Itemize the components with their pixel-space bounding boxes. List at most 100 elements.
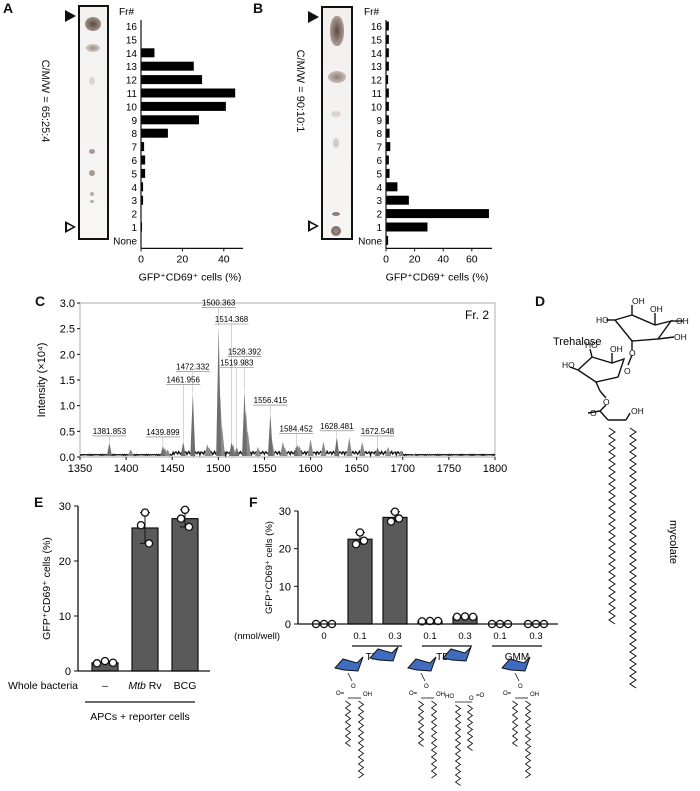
x-tick: 1450 <box>160 463 184 475</box>
svg-text:HO: HO <box>562 360 575 370</box>
category-label: 12 <box>371 76 383 87</box>
origin-arrow-inner <box>310 223 316 229</box>
x-axis-label: GFP⁺CD69⁺ cells (%) <box>386 271 489 282</box>
y-tick: 1.5 <box>60 375 75 387</box>
data-point <box>359 536 369 546</box>
bar <box>386 235 389 245</box>
tlc-band <box>328 71 346 83</box>
peak-label: 1381.853 <box>93 427 127 436</box>
x-tick: 0 <box>138 253 144 265</box>
dose-value: 0.3 <box>388 631 401 642</box>
bar <box>386 195 409 205</box>
x-tick: 1800 <box>483 463 507 475</box>
solvent-label-a: C/M/W = 65:25:4 <box>39 59 51 143</box>
svg-text:O: O <box>629 348 636 358</box>
category-label: 15 <box>126 35 138 46</box>
category-label: 11 <box>372 89 383 100</box>
lipid-chain <box>511 700 519 747</box>
bar <box>141 75 203 85</box>
category-label: 10 <box>371 102 383 113</box>
tlc-band <box>89 149 95 154</box>
data-point <box>176 514 186 523</box>
category-label: 14 <box>371 49 383 60</box>
x-axis-label: GFP⁺CD69⁺ cells (%) <box>139 271 242 282</box>
category-label: 5 <box>376 169 382 180</box>
tlc-band <box>86 44 100 52</box>
spectrum-peak <box>216 326 222 456</box>
y-tick: 3.0 <box>60 298 75 310</box>
chart-f: 0 10 20 30 GFP⁺CD69⁺ cells (%) (nmol/well) 0 0.… <box>234 506 558 786</box>
x-tick: 1750 <box>437 463 461 475</box>
bar <box>386 34 389 44</box>
bar <box>141 88 236 98</box>
svg-text:OH: OH <box>674 332 687 342</box>
dose-value: 0.1 <box>353 631 366 642</box>
svg-text:HO: HO <box>445 694 454 700</box>
tlc-band <box>331 111 341 117</box>
spectrum-peak <box>425 454 432 456</box>
bar <box>386 209 489 219</box>
spectrum-peak <box>281 446 288 456</box>
bar <box>386 88 389 98</box>
y-axis-label: GFP⁺CD69⁺ cells (%) <box>264 521 275 614</box>
svg-text:OH: OH <box>530 692 539 698</box>
y-tick: 2.0 <box>60 349 75 361</box>
category-header: Fr# <box>364 7 379 18</box>
peak-label: 1461.956 <box>167 376 201 385</box>
row-label: Whole bacteria <box>8 680 78 692</box>
spectrum-peak <box>160 445 166 456</box>
y-tick: 20 <box>279 544 291 556</box>
group-label: APCs + reporter cells <box>90 711 190 723</box>
spectrum-peak <box>234 446 240 456</box>
lipid-chain <box>454 704 462 786</box>
spectrum-peak <box>359 441 366 456</box>
data-point <box>417 617 427 626</box>
y-tick: 1.0 <box>60 401 75 413</box>
svg-text:O=: O= <box>336 691 345 697</box>
spectrum-peak <box>190 392 196 456</box>
lipid-chain <box>430 700 438 779</box>
category-label: 2 <box>376 210 382 221</box>
category-label: 1 <box>131 223 137 234</box>
mycolate-label: mycolate <box>667 520 679 564</box>
solvent-front-arrow-icon <box>65 10 76 22</box>
y-tick: 0 <box>65 666 71 678</box>
bar <box>386 75 389 85</box>
y-tick: 20 <box>59 556 71 568</box>
category-label: 3 <box>131 196 137 207</box>
lipid-chain <box>417 700 425 747</box>
category-label: 16 <box>126 22 138 33</box>
category-label: 13 <box>126 62 138 73</box>
tlc-band <box>90 200 94 203</box>
category-label: 8 <box>131 129 137 140</box>
dose-value: 0.1 <box>423 631 436 642</box>
data-point <box>390 507 400 517</box>
peak-label: 1556.415 <box>254 396 288 405</box>
bar <box>386 48 389 58</box>
bar <box>386 101 389 111</box>
category-label: 9 <box>131 116 137 127</box>
spectrum-peak <box>410 453 417 456</box>
x-tick: 20 <box>409 253 421 265</box>
bar <box>141 101 226 111</box>
y-axis-label: Intensity (×10⁴) <box>36 343 48 418</box>
data-point <box>355 528 365 537</box>
bar <box>141 195 144 205</box>
bar <box>141 128 168 138</box>
peak-label: 1500.363 <box>202 299 236 308</box>
glucose-ring-icon <box>334 656 364 672</box>
tlc-plate-a <box>78 5 109 240</box>
svg-text:=O: =O <box>476 693 485 699</box>
bar <box>382 516 408 625</box>
bar <box>141 155 146 165</box>
svg-text:O=: O= <box>409 691 418 697</box>
panel-letter-c: C <box>35 293 46 309</box>
y-tick: 0.0 <box>60 452 75 464</box>
chart-c: 1381.853 1439.899 1461.956 1472.332 1500.363… <box>36 298 507 475</box>
tlc-band <box>89 170 95 176</box>
category-label: 16 <box>371 22 383 33</box>
y-tick: 10 <box>59 611 71 623</box>
x-tick: 1600 <box>298 463 322 475</box>
svg-text:OH: OH <box>676 316 689 326</box>
fraction-annotation: Fr. 2 <box>465 308 489 322</box>
